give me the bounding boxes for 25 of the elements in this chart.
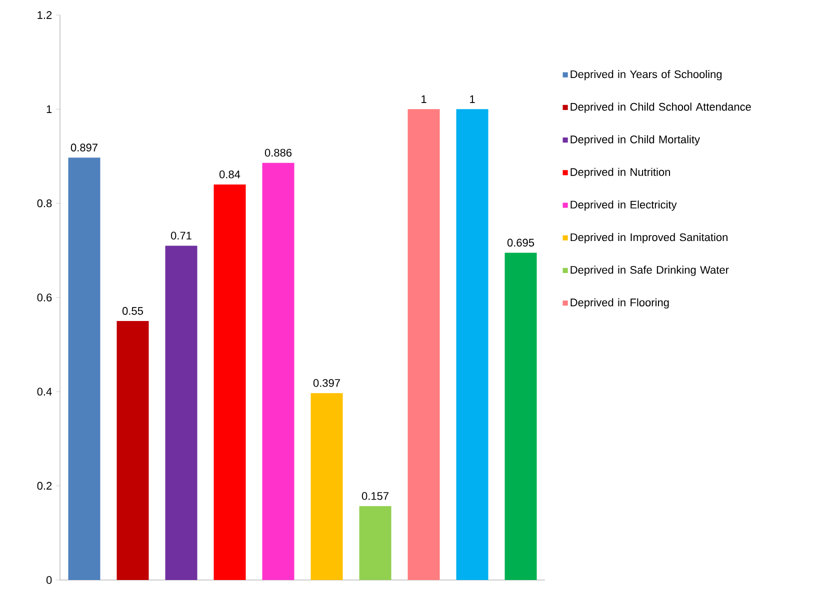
data-label: 0.397 (313, 379, 340, 387)
legend-label: Deprived in Electricity (570, 200, 677, 211)
data-label: 0.886 (264, 148, 292, 157)
legend-label: Deprived in Safe Drinking Water (570, 266, 729, 276)
legend-label: Deprived in Child School Attendance (570, 102, 751, 113)
data-label: 0.157 (362, 492, 388, 500)
legend-label: Deprived in Child Mortality (570, 135, 700, 146)
legend-label: Deprived in Improved Sanitation (570, 233, 728, 244)
legend-label: Deprived in Years of Schooling (570, 70, 722, 80)
data-label: 0.695 (507, 238, 534, 247)
y-tick-label: 0.6 (37, 294, 52, 302)
data-label: 0.84 (219, 170, 240, 178)
data-label: 0.897 (70, 144, 98, 152)
y-tick-label: 1 (46, 105, 52, 113)
data-label: 1 (470, 95, 475, 103)
y-tick-label: 0.4 (37, 388, 52, 396)
data-label: 0.71 (170, 232, 192, 240)
y-tick-label: 1.2 (38, 11, 52, 19)
y-tick-label: 0.8 (37, 199, 52, 208)
data-label: 1 (422, 95, 426, 103)
legend-label: Deprived in Nutrition (570, 168, 670, 178)
legend-label: Deprived in Flooring (570, 298, 669, 309)
data-label: 0.55 (122, 307, 143, 315)
y-tick-label: 0 (46, 576, 52, 584)
y-tick-label: 0.2 (37, 482, 52, 490)
